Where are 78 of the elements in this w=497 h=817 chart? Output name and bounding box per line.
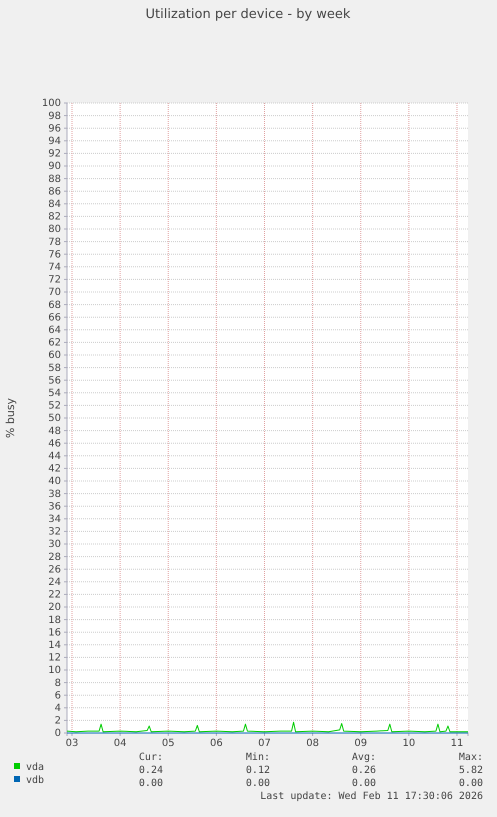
y-tick-label: 52 <box>48 400 61 412</box>
x-tick-label: 11 <box>450 738 464 750</box>
x-tick-label: 09 <box>354 738 368 750</box>
y-tick-label: 98 <box>48 110 61 122</box>
x-tick-label: 05 <box>162 738 175 750</box>
y-tick-label: 22 <box>48 590 61 601</box>
y-tick-label: 10 <box>48 665 61 676</box>
x-tick-label: 07 <box>258 738 271 750</box>
y-tick-label: 58 <box>48 362 61 374</box>
y-tick-label: 96 <box>48 123 61 134</box>
y-tick-label: 34 <box>48 514 61 525</box>
y-tick-label: 74 <box>48 262 61 273</box>
y-tick-label: 28 <box>48 552 61 563</box>
y-tick-label: 80 <box>48 224 61 236</box>
y-tick-label: 16 <box>48 627 61 638</box>
text: 0.12 <box>246 765 270 776</box>
y-tick-label: 84 <box>48 199 61 210</box>
x-tick-label: 10 <box>402 738 416 750</box>
y-tick-label: 78 <box>48 236 61 248</box>
text: 0.00 <box>246 778 270 789</box>
y-tick-label: 44 <box>48 451 61 462</box>
y-tick-label: 68 <box>48 300 61 311</box>
y-tick-label: 36 <box>48 501 61 512</box>
y-tick-label: 32 <box>48 526 61 538</box>
y-tick-label: 18 <box>48 614 61 626</box>
y-tick-label: 14 <box>48 640 61 651</box>
y-tick-label: 30 <box>48 539 61 550</box>
text: Avg: <box>352 752 376 763</box>
text: Max: <box>458 752 483 763</box>
y-tick-label: 66 <box>48 312 61 324</box>
legend-label: vda <box>26 762 44 773</box>
y-tick-label: 64 <box>48 325 61 336</box>
y-tick-label: 40 <box>48 476 61 488</box>
text: Min: <box>246 752 270 763</box>
text: 0.00 <box>138 778 163 789</box>
y-tick-label: 0 <box>54 728 61 740</box>
y-tick-label: 60 <box>48 350 61 362</box>
x-tick-label: 04 <box>114 738 126 750</box>
y-tick-label: 6 <box>54 690 61 702</box>
text: Last update: Wed Feb 11 17:30:06 2026 <box>260 791 483 802</box>
y-tick-label: 20 <box>48 602 61 614</box>
y-tick-label: 82 <box>48 212 61 223</box>
text: 0.24 <box>138 765 163 776</box>
y-tick-label: 8 <box>54 678 61 689</box>
text: 0.00 <box>352 778 376 789</box>
x-tick-label: 03 <box>66 738 78 750</box>
y-tick-label: 76 <box>48 249 61 260</box>
y-tick-label: 100 <box>42 98 61 110</box>
text: 0.26 <box>352 765 376 776</box>
y-tick-label: 86 <box>48 186 61 198</box>
y-tick-label: 62 <box>48 338 61 349</box>
y-tick-label: 54 <box>48 388 61 399</box>
y-tick-label: 4 <box>54 703 61 714</box>
x-tick-label: 06 <box>210 738 223 750</box>
y-tick-label: 46 <box>48 438 61 450</box>
text: Cur: <box>138 752 163 763</box>
y-tick-label: 12 <box>48 652 61 664</box>
y-tick-label: 42 <box>48 464 61 475</box>
y-tick-label: 24 <box>48 577 61 588</box>
y-axis-title: % busy <box>4 397 17 438</box>
y-tick-label: 56 <box>48 375 61 386</box>
chart-title: Utilization per device - by week <box>146 7 351 22</box>
y-tick-label: 92 <box>48 148 61 160</box>
y-tick-label: 90 <box>48 161 61 172</box>
y-tick-label: 94 <box>48 136 61 147</box>
y-tick-label: 26 <box>48 564 61 576</box>
line-series <box>66 722 468 732</box>
text: 5.82 <box>458 765 483 776</box>
y-tick-label: 48 <box>48 426 61 437</box>
y-tick-label: 2 <box>54 716 61 727</box>
legend-label: vdb <box>26 775 44 786</box>
y-tick-label: 70 <box>48 287 61 298</box>
y-tick-label: 72 <box>48 274 61 286</box>
x-tick-label: 08 <box>306 738 319 750</box>
text: 0.00 <box>458 778 483 789</box>
y-tick-label: 50 <box>48 413 61 424</box>
y-tick-label: 88 <box>48 174 61 185</box>
y-tick-label: 38 <box>48 488 61 500</box>
